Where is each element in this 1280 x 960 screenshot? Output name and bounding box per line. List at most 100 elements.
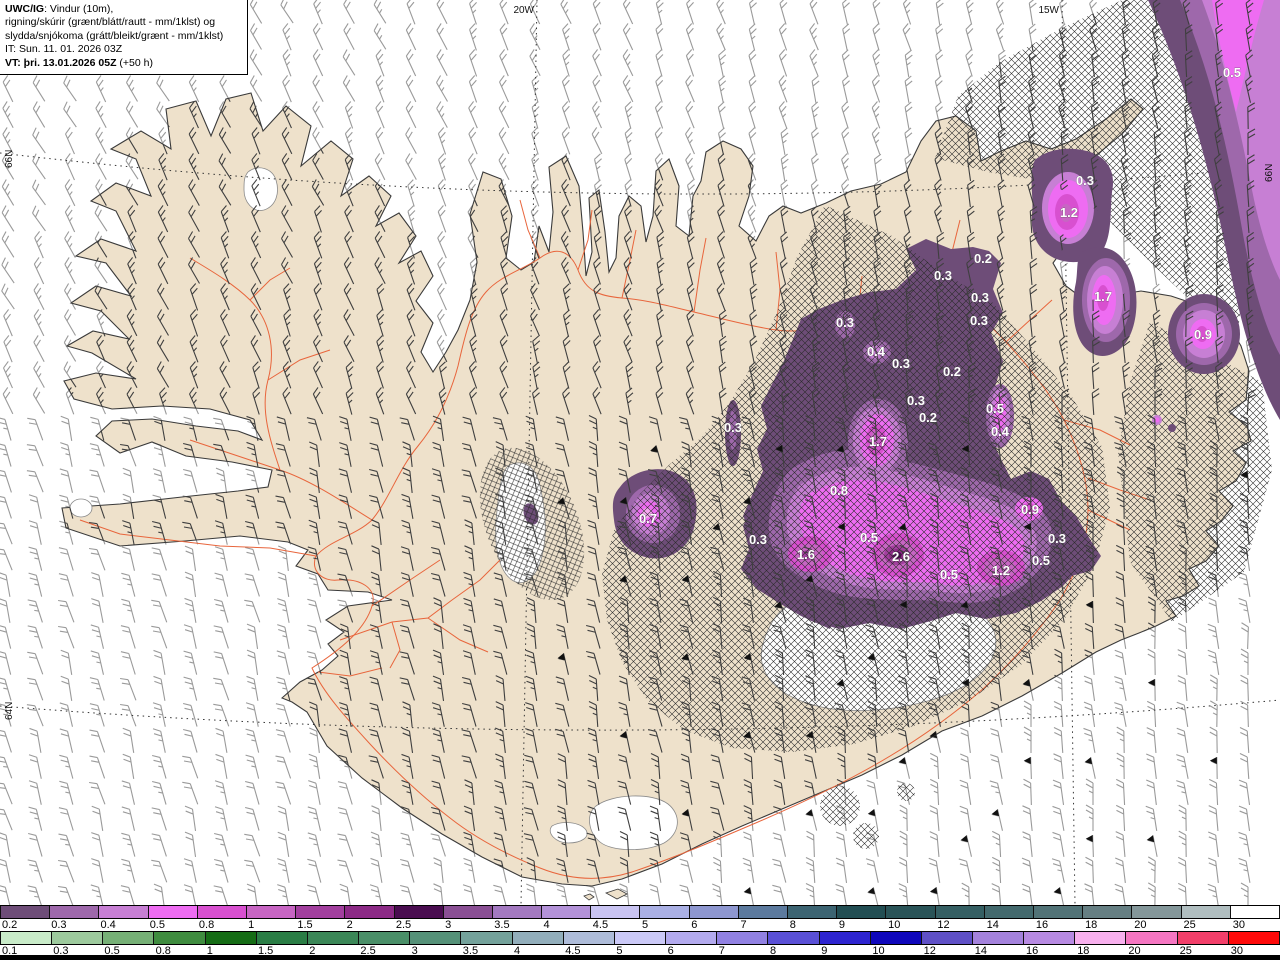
legend-segment (1228, 932, 1280, 944)
legend-tick-label: 7 (718, 945, 725, 957)
legend-tick-label: 2.5 (395, 919, 412, 931)
vestmannaeyjar-islands (583, 888, 628, 901)
graticule-label: 20W (513, 5, 534, 16)
legend-segment (1126, 932, 1178, 944)
precip-value-label: 0.2 (974, 251, 992, 266)
legend-segment (666, 932, 718, 944)
precip-value-label: 0.4 (991, 424, 1010, 439)
glacier-snaefellsjokull (69, 498, 93, 518)
legend-segment (886, 906, 936, 918)
legend-segment (1132, 906, 1182, 918)
glacier-drangajokull (243, 167, 278, 211)
legend-tick-label: 12 (937, 919, 950, 931)
legend-segment (246, 906, 297, 918)
bottom-black-strip (0, 955, 1280, 960)
graticule (0, 0, 1280, 906)
legend-segment (837, 906, 887, 918)
legend-segment (563, 932, 615, 944)
legend-segment (154, 932, 206, 944)
legend-tick-label: 0.3 (51, 919, 67, 931)
model-info-box: UWC/IG: Vindur (10m), rigning/skúrir (gr… (0, 0, 248, 76)
precip-value-label: 2.6 (892, 549, 910, 564)
legend-tick-label: 3 (445, 919, 452, 931)
precip-value-label: 0.9 (1021, 502, 1039, 517)
graticule-label: 66N (4, 150, 15, 168)
legend-segment (205, 932, 257, 944)
legend-tick-label: 14 (986, 919, 999, 931)
precip-value-label: 1.2 (992, 563, 1010, 578)
precip-value-label: 0.7 (639, 511, 657, 526)
legend-tick-label: 20 (1134, 919, 1147, 931)
legend-segment (492, 906, 543, 918)
legend-tick-label: 9 (838, 919, 846, 931)
precip-value-label: 1.7 (1094, 289, 1112, 304)
legend-snow-labels: 0.2 0.3 0.4 0.5 0.8 1 1.5 2 2.5 3 3.5 4 4.5 5 6 7 8 9 10 12… (0, 919, 1280, 931)
legend-tick-label: 10 (888, 919, 901, 931)
precip-value-label: 0.8 (830, 483, 848, 498)
legend-segment (972, 932, 1025, 944)
legend-segment (512, 932, 564, 944)
precip-value-label: 0.5 (1032, 553, 1050, 568)
legend-segment (443, 906, 493, 918)
model-name: UWC/IG (5, 3, 45, 15)
legend-tick-label: 7 (740, 919, 747, 931)
legend-tick-label: 1.5 (258, 945, 274, 957)
legend-segment (461, 932, 513, 944)
legend-snow-bar (0, 905, 1280, 919)
legend-tick-label: 1.5 (297, 919, 313, 931)
legend-tick-label: 1 (248, 919, 255, 931)
legend-tick-label: 5 (642, 919, 649, 931)
precip-value-label: 1.7 (869, 434, 887, 449)
legend-tick-label: 2.5 (360, 945, 376, 957)
legend-segment (307, 932, 360, 944)
legend-segment (197, 906, 247, 918)
precip-value-label: 0.3 (934, 268, 952, 283)
precip-value-label: 0.3 (724, 420, 742, 435)
legend-tick-label: 6 (667, 945, 674, 957)
precip-value-label: 0.9 (1194, 327, 1212, 342)
precip-value-label: 0.5 (860, 530, 878, 545)
rain-legend-line: rigning/skúrir (grænt/blátt/rautt - mm/1… (5, 16, 216, 29)
precip-value-label: 0.3 (907, 393, 925, 408)
init-time-line: IT: Sun. 11. 01. 2026 03Z (5, 43, 123, 56)
legend-tick-label: 18 (1077, 945, 1090, 957)
legend-segment (921, 932, 973, 944)
legend-tick-label: 6 (691, 919, 698, 931)
legend-segment (296, 906, 346, 918)
legend-tick-label: 8 (789, 919, 796, 931)
legend-tick-label: 0.4 (100, 919, 116, 931)
legend-tick-label: 14 (974, 945, 988, 957)
legend-tick-label: 8 (770, 945, 777, 957)
legend-segment (148, 906, 198, 918)
graticule-labels: 20W 15W 66N 66N 64N (4, 5, 1275, 720)
precip-areas-northeast (1031, 0, 1280, 432)
legend-rain-bar (0, 931, 1280, 945)
legend-segment (1083, 906, 1133, 918)
legend-segment (52, 932, 104, 944)
legend-segment (591, 906, 641, 918)
legend-tick-label: 9 (821, 945, 828, 957)
precip-value-label: 0.2 (919, 410, 937, 425)
legend-tick-label: 0.8 (155, 945, 171, 957)
model-title-line: UWC/IG: Vindur (10m), (5, 3, 114, 15)
legend-segment (0, 906, 51, 918)
weather-map: 0.5 0.3 1.2 1.7 0.9 0.2 0.3 0.3 0.3 0.2 0.3 0.4 0.3 0… (0, 0, 1280, 912)
legend-segment (1230, 906, 1280, 918)
legend-segment (640, 906, 690, 918)
graticule-label: 15W (1038, 5, 1059, 16)
legend-tick-label: 4 (543, 919, 550, 931)
valid-time-line: VT: þri. 13.01.2026 05Z (+50 h) (5, 56, 153, 69)
legend-segment (542, 906, 592, 918)
precip-value-label: 0.5 (1223, 65, 1241, 80)
legend-segment (359, 932, 411, 944)
legend-tick-label: 4.5 (592, 919, 609, 931)
legend-segment (256, 932, 308, 944)
legend-tick-label: 5 (616, 945, 623, 957)
legend-segment (788, 906, 838, 918)
legend-segment (935, 906, 985, 918)
legend-tick-label: 16 (1035, 919, 1049, 931)
legend-segment (614, 932, 667, 944)
legend-tick-label: 25 (1179, 945, 1192, 957)
legend-tick-label: 30 (1230, 945, 1244, 957)
legend-segment (1177, 932, 1229, 944)
